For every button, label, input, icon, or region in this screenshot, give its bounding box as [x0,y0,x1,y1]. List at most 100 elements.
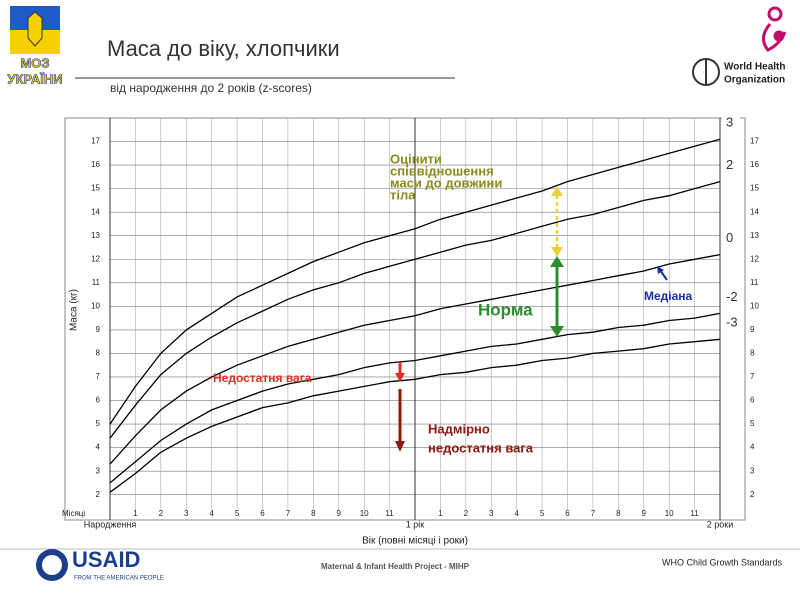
y-tick-label: 14 [91,207,100,216]
annotation: співвідношення [390,163,494,178]
x-tick-label: 4 [209,509,214,518]
x-tick-label: 3 [489,509,494,518]
chart-title: Маса до віку, хлопчики [107,36,340,61]
standards: WHO Child Growth Standards [662,557,783,567]
who-name-line2: Organization [724,75,785,86]
ministry-line2: УКРАЇНИ [7,71,62,86]
y-tick-label-right: 15 [750,184,759,193]
y-tick-label: 17 [91,137,100,146]
z-line [109,312,721,484]
usaid-sub: FROM THE AMERICAN PEOPLE [74,576,164,582]
y-tick-label: 16 [91,160,100,169]
x-tick-label: 8 [311,509,316,518]
series-label: 2 [726,157,733,172]
y-tick-label-right: 4 [750,443,755,452]
ministry: МОЗ [20,55,49,70]
x-tick-label: 10 [665,509,674,518]
x-tick-label: 6 [260,509,265,518]
x-tick-label: 9 [337,509,342,518]
year-tick-label: 2 роки [707,519,733,529]
y-tick-label: 10 [91,301,100,310]
y-tick-label: 4 [96,443,101,452]
series-label-bg [722,289,740,306]
x-tick-label: 2 [464,509,469,518]
y-tick-label: 3 [96,466,101,475]
chart-subtitle: від народження до 2 років (z-scores) [110,81,312,95]
y-tick-label: 15 [91,184,100,193]
y-tick-label-right: 12 [750,254,759,263]
series-label: -2 [726,289,738,304]
x-tick-label: 5 [235,509,240,518]
series-label: 3 [726,115,733,130]
y-tick-label: 13 [91,231,100,240]
y-tick-label: 9 [96,325,101,334]
annotation: недостатня вага [428,440,534,455]
z-line [109,253,721,465]
y-tick-label-right: 7 [750,372,755,381]
z-line [109,338,721,493]
series-label-bg [722,157,740,174]
y-tick-label-right: 8 [750,349,755,358]
annotation: Оцінити [390,151,442,166]
x-tick-label: 9 [642,509,647,518]
annotation: Норма [478,300,533,319]
y-tick-label-right: 16 [750,160,759,169]
z-line [109,138,721,425]
chart-frame [64,117,746,521]
x-axis-label: Вік (повні місяці і роки) [362,536,468,547]
y-tick-label-right: 3 [750,466,755,475]
mother-logo [762,6,787,52]
x-tick-label: 1 [133,509,138,518]
usaid-logo: USAID FROM THE AMERICAN PEOPLE [36,547,164,582]
y-tick-label-right: 5 [750,419,755,428]
y-tick-label-right: 6 [750,396,755,405]
y-tick-label: 7 [96,372,101,381]
x-tick-label: 7 [286,509,291,518]
x-tick-label: 10 [360,509,369,518]
x-row-label: Місяці [62,509,85,518]
y-tick-label: 12 [91,254,100,263]
x-tick-label: 4 [514,509,519,518]
x-tick-label: 2 [159,509,164,518]
year-tick-label: 1 рік [406,519,425,529]
y-tick-label: 11 [92,278,101,287]
y-tick-label-right: 10 [750,301,759,310]
y-tick-label-right: 13 [750,231,759,240]
who-logo: World Health Organization [692,58,785,86]
who-name: World Health [724,62,785,73]
series-label: 0 [726,230,733,245]
x-tick-label: 7 [591,509,596,518]
x-tick-label: 8 [616,509,621,518]
y-tick-label-right: 2 [750,490,755,499]
y-tick-label: 5 [96,419,101,428]
z-line [109,180,721,439]
x-tick-label: 5 [540,509,545,518]
y-tick-label-right: 11 [750,278,759,287]
x-tick-label: 6 [565,509,570,518]
series-label-bg [722,315,740,332]
usaid: USAID [72,547,140,572]
series-label-bg [722,115,740,132]
x-tick-label: 3 [184,509,189,518]
y-tick-label-right: 14 [750,207,759,216]
year-tick-label: Народження [84,519,137,529]
annotation: Недостатня вага [213,371,312,385]
y-tick-label-right: 9 [750,325,755,334]
y-tick-label-right: 17 [750,137,759,146]
annotation: маси до довжини [390,175,502,190]
moz-logo: МОЗ УКРАЇНИ [7,6,63,87]
y-tick-label: 2 [96,490,101,499]
y-tick-label: 8 [96,349,101,358]
annotation: тіла [390,187,416,202]
series-label: -3 [726,315,738,330]
x-tick-label: 11 [385,509,394,518]
annotation: Медіана [644,289,693,303]
x-tick-label: 11 [690,509,699,518]
x-tick-label: 1 [438,509,443,518]
y-tick-label: 6 [96,396,101,405]
project: Maternal & Infant Health Project - MIHP [321,562,470,571]
annotation: Надмірно [428,421,490,436]
arrows [395,186,668,452]
